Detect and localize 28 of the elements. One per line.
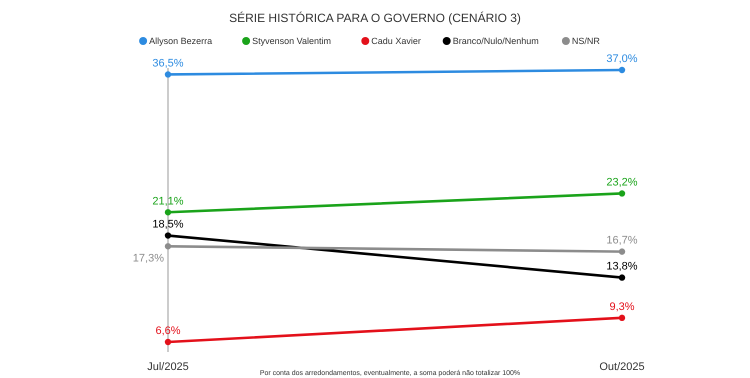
legend-label: Cadu Xavier — [371, 36, 421, 46]
point — [164, 232, 172, 239]
data-label: 18,5% — [152, 218, 184, 231]
data-label: 21,1% — [152, 195, 184, 208]
data-label: 16,7% — [606, 234, 638, 247]
point — [164, 243, 172, 250]
point — [618, 66, 626, 74]
point — [618, 274, 626, 281]
legend-label: Branco/Nulo/Nenhum — [452, 36, 539, 46]
point — [164, 209, 172, 216]
x-tick-label: Jul/2025 — [147, 361, 189, 373]
data-label: 23,2% — [606, 176, 638, 188]
data-label: 37,0% — [606, 53, 638, 65]
legend-label: Styvenson Valentim — [252, 36, 331, 46]
chart-title: SÉRIE HISTÓRICA PARA O GOVERNO (CENÁRIO 3) — [229, 11, 521, 25]
data-label: 36,5% — [152, 57, 184, 70]
legend-label: NS/NR — [572, 36, 600, 46]
point — [164, 338, 172, 346]
data-label: 17,3% — [132, 252, 164, 264]
point — [618, 190, 626, 197]
point — [164, 71, 172, 78]
x-tick-label: Out/2025 — [599, 361, 645, 373]
data-label: 13,8% — [606, 260, 638, 273]
point — [618, 248, 626, 255]
data-label: 9,3% — [609, 300, 635, 313]
legend-label: Allyson Bezerra — [149, 36, 212, 46]
data-label: 6,6% — [155, 325, 181, 337]
point — [618, 314, 626, 322]
